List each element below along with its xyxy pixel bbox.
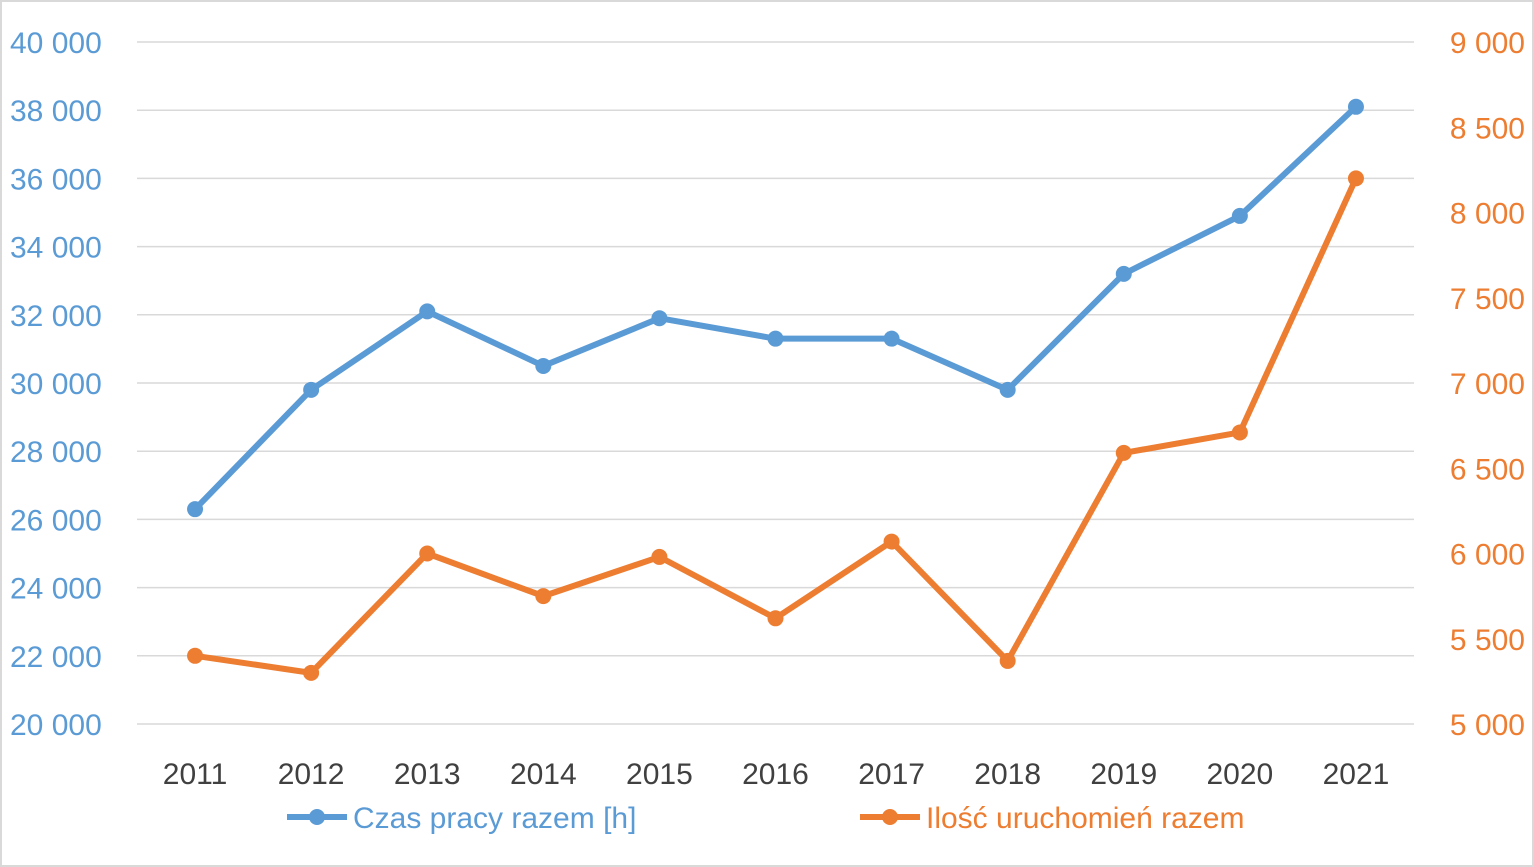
left-axis-tick-label: 32 000 xyxy=(10,300,102,333)
right-axis-tick-label: 8 000 xyxy=(1450,198,1525,231)
data-point xyxy=(1347,170,1364,187)
left-axis-tick-label: 40 000 xyxy=(10,27,102,60)
data-point xyxy=(999,652,1016,669)
right-axis-ticks: 5 000 5 500 6 000 6 500 7 000 7 500 8 000 8 500… xyxy=(1450,27,1525,742)
series-line xyxy=(192,175,1359,676)
x-axis-tick-label: 2012 xyxy=(278,758,345,791)
x-axis-tick-label: 2014 xyxy=(510,758,577,791)
right-axis-tick-label: 5 000 xyxy=(1450,709,1525,742)
legend-item: Ilość uruchomień razem xyxy=(860,802,1244,835)
series-line xyxy=(192,103,1359,513)
right-axis-tick-label: 7 500 xyxy=(1450,283,1525,316)
data-point xyxy=(303,381,320,398)
data-point xyxy=(883,533,900,550)
data-point xyxy=(999,381,1016,398)
left-axis-tick-label: 24 000 xyxy=(10,573,102,606)
data-point xyxy=(187,501,204,518)
right-axis-tick-label: 6 500 xyxy=(1450,453,1525,486)
left-axis-tick-label: 28 000 xyxy=(10,436,102,469)
gridlines xyxy=(137,41,1414,725)
data-point xyxy=(187,647,204,664)
x-axis-tick-label: 2015 xyxy=(626,758,693,791)
data-point xyxy=(535,357,552,374)
series-2 xyxy=(187,170,1364,681)
data-point xyxy=(419,545,436,562)
x-axis-tick-label: 2021 xyxy=(1323,758,1390,791)
legend-marker xyxy=(309,809,325,825)
x-axis-tick-label: 2013 xyxy=(394,758,461,791)
legend-label: Ilość uruchomień razem xyxy=(926,802,1244,835)
data-point xyxy=(1115,265,1132,282)
left-axis-tick-label: 30 000 xyxy=(10,368,102,401)
data-point xyxy=(651,310,668,327)
left-axis-tick-label: 26 000 xyxy=(10,504,102,537)
x-axis-tick-label: 2016 xyxy=(742,758,809,791)
left-axis-tick-label: 34 000 xyxy=(10,232,102,265)
x-axis-tick-label: 2019 xyxy=(1090,758,1157,791)
data-point xyxy=(767,610,784,627)
data-point xyxy=(535,588,552,605)
right-axis-tick-label: 7 000 xyxy=(1450,368,1525,401)
data-point xyxy=(883,330,900,347)
left-axis-tick-label: 36 000 xyxy=(10,163,102,196)
right-axis-tick-label: 8 500 xyxy=(1450,112,1525,145)
data-point xyxy=(303,664,320,681)
data-point xyxy=(767,330,784,347)
x-axis-tick-label: 2020 xyxy=(1206,758,1273,791)
data-point xyxy=(419,303,436,320)
series-1 xyxy=(187,98,1364,518)
series xyxy=(187,98,1364,681)
x-axis-ticks: 2011 2012 2013 2014 2015 2016 2017 2018 2019 2020… xyxy=(163,758,1390,791)
legend: Czas pracy razem [h] Ilość uruchomień raz… xyxy=(287,802,1244,835)
right-axis-tick-label: 5 500 xyxy=(1450,624,1525,657)
left-axis-tick-label: 38 000 xyxy=(10,95,102,128)
data-point xyxy=(651,548,668,565)
right-axis-tick-label: 6 000 xyxy=(1450,539,1525,572)
x-axis-tick-label: 2017 xyxy=(858,758,925,791)
x-axis-tick-label: 2011 xyxy=(163,758,228,791)
data-point xyxy=(1231,207,1248,224)
right-axis-tick-label: 9 000 xyxy=(1450,27,1525,60)
left-axis-tick-label: 20 000 xyxy=(10,709,102,742)
data-point xyxy=(1231,424,1248,441)
legend-label: Czas pracy razem [h] xyxy=(353,802,636,835)
left-axis-ticks: 20 000 22 000 24 000 26 000 28 000 30 000 32 0… xyxy=(10,27,102,742)
x-axis-tick-label: 2018 xyxy=(974,758,1041,791)
data-point xyxy=(1115,444,1132,461)
legend-item: Czas pracy razem [h] xyxy=(287,802,636,835)
legend-marker xyxy=(882,809,898,825)
data-point xyxy=(1347,98,1364,115)
left-axis-tick-label: 22 000 xyxy=(10,641,102,674)
